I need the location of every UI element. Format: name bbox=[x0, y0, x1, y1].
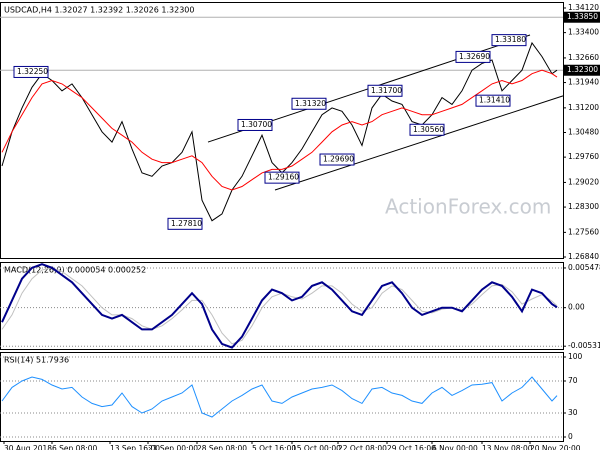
price-box bbox=[291, 97, 327, 110]
y-tick-label: 1.33400 bbox=[568, 28, 599, 37]
y-tick-label: 1.34120 bbox=[568, 3, 599, 12]
price-box bbox=[264, 171, 300, 184]
price-label: 1.32690 bbox=[459, 52, 490, 61]
y-tick-label: 70 bbox=[568, 376, 578, 385]
price-box bbox=[167, 217, 203, 230]
level-box bbox=[564, 11, 600, 23]
y-tick-label: 1.30480 bbox=[568, 127, 599, 136]
price-box bbox=[475, 94, 511, 107]
x-tick-label: 13 Nov 08:00 bbox=[482, 444, 533, 450]
x-tick-label: 28 Sep 08:00 bbox=[197, 444, 247, 450]
price-label: 1.27810 bbox=[171, 219, 202, 228]
price-label: 1.29690 bbox=[323, 155, 354, 164]
y-tick-label: 30 bbox=[568, 408, 578, 417]
x-tick-label: 13 Sep 16:00 bbox=[110, 444, 160, 450]
series-line bbox=[1, 263, 558, 349]
x-tick-label: 20 Nov 20:00 bbox=[530, 444, 581, 450]
x-tick-label: 5 Oct 16:00 bbox=[252, 444, 296, 450]
x-tick-label: 15 Oct 00:00 bbox=[292, 444, 341, 450]
y-tick-label: 1.31200 bbox=[568, 103, 599, 112]
panel-frame bbox=[0, 2, 564, 259]
price-label: 1.31320 bbox=[295, 99, 326, 108]
y-tick-label: -0.005314 bbox=[568, 341, 600, 350]
y-tick-label: 0.00 bbox=[568, 303, 585, 312]
level-label: 1.32300 bbox=[567, 65, 598, 74]
y-tick-label: 1.28300 bbox=[568, 202, 599, 211]
price-label: 1.31410 bbox=[479, 96, 510, 105]
y-tick-label: 1.31940 bbox=[568, 78, 599, 87]
trend-line bbox=[274, 95, 564, 191]
y-tick-label: 1.29760 bbox=[568, 152, 599, 161]
price-box bbox=[455, 50, 491, 63]
price-box bbox=[409, 123, 445, 136]
watermark: ActionForex.com bbox=[385, 195, 551, 219]
price-label: 1.32250 bbox=[17, 67, 48, 76]
series-line bbox=[1, 376, 558, 418]
level-label: 1.33850 bbox=[567, 12, 598, 21]
panel-title: MACD(12,26,9) 0.000054 0.000252 bbox=[4, 266, 146, 275]
level-box bbox=[564, 64, 600, 76]
price-label: 1.33180 bbox=[495, 35, 526, 44]
y-tick-label: 1.32660 bbox=[568, 53, 599, 62]
price-label: 1.29160 bbox=[268, 173, 299, 182]
panel-frame bbox=[0, 352, 564, 442]
x-tick-label: 29 Oct 16:00 bbox=[387, 444, 436, 450]
price-box bbox=[367, 84, 403, 97]
y-tick-label: 1.26840 bbox=[568, 252, 599, 261]
y-tick-label: 0 bbox=[568, 432, 573, 441]
series-line bbox=[1, 69, 558, 191]
price-label: 1.30560 bbox=[413, 125, 444, 134]
panel-title: RSI(14) 51.7936 bbox=[4, 356, 69, 365]
price-label: 1.30700 bbox=[241, 120, 272, 129]
price-box bbox=[319, 153, 355, 166]
panel-frame bbox=[0, 262, 564, 350]
y-tick-label: 1.29020 bbox=[568, 177, 599, 186]
y-tick-label: 0.005478 bbox=[568, 263, 600, 272]
y-tick-label: 1.27560 bbox=[568, 227, 599, 236]
x-tick-label: 6 Nov 00:00 bbox=[432, 444, 478, 450]
x-tick-label: 6 Sep 08:00 bbox=[52, 444, 98, 450]
price-box bbox=[13, 65, 49, 78]
x-tick-label: 21 Sep 00:00 bbox=[148, 444, 198, 450]
x-tick-label: 22 Oct 08:00 bbox=[338, 444, 387, 450]
price-label: 1.31700 bbox=[371, 86, 402, 95]
x-tick-label: 30 Aug 2018 bbox=[4, 444, 52, 450]
panel-title: USDCAD,H4 1.32027 1.32392 1.32026 1.3230… bbox=[4, 6, 194, 15]
y-tick-label: 100 bbox=[568, 352, 583, 361]
price-box bbox=[491, 34, 527, 47]
price-box bbox=[237, 118, 273, 131]
